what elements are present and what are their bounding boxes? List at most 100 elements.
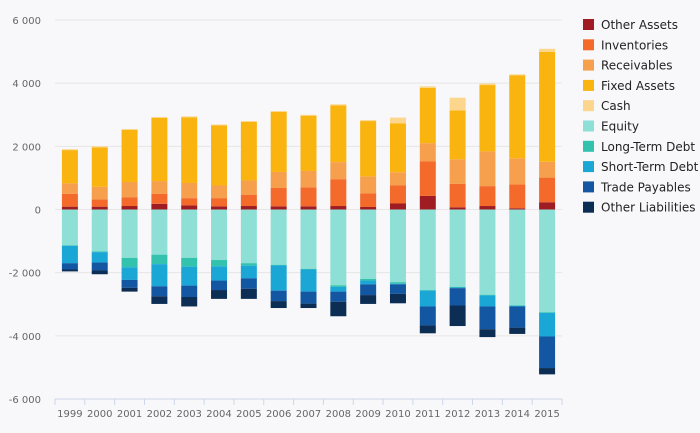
- bar-segment: [211, 124, 228, 126]
- bar-segment: [300, 206, 317, 210]
- y-tick-label: -2 000: [9, 269, 41, 280]
- bar-segment: [240, 209, 257, 264]
- x-tick-label: 2012: [445, 409, 470, 420]
- x-tick-label: 2010: [385, 409, 410, 420]
- y-tick-label: -4 000: [9, 332, 41, 343]
- x-tick-label: 2013: [475, 409, 500, 420]
- bar-segment: [419, 87, 436, 144]
- bar-segment: [360, 278, 377, 281]
- bar-segment: [211, 209, 228, 261]
- bar-segment: [360, 295, 377, 304]
- bar-segment: [270, 265, 287, 291]
- bar-segment: [419, 306, 436, 326]
- bar-segment: [479, 151, 496, 187]
- bar-segment: [300, 187, 317, 207]
- bar-segment: [449, 287, 466, 289]
- bar-segment: [61, 206, 78, 210]
- bar-segment: [389, 283, 406, 285]
- bar-segment: [449, 286, 466, 288]
- bar-segment: [270, 188, 287, 207]
- bar-segment: [151, 117, 168, 182]
- legend-swatch: [583, 79, 594, 91]
- bar-segment: [539, 209, 556, 313]
- bar-segment: [151, 264, 168, 287]
- bar-segment: [300, 291, 317, 304]
- bar-segment: [479, 206, 496, 210]
- x-tick-label: 2006: [266, 409, 291, 420]
- bar-segment: [360, 121, 377, 177]
- bar-segment: [419, 195, 436, 210]
- bar-segment: [509, 184, 526, 209]
- bar-segment: [270, 206, 287, 210]
- legend-label: Long-Term Debt: [601, 140, 695, 154]
- bar-segment: [479, 329, 496, 338]
- legend-swatch: [583, 39, 594, 51]
- bar-segment: [151, 209, 168, 255]
- x-tick-label: 2000: [87, 409, 112, 420]
- bar-segment: [479, 306, 496, 330]
- bar-segment: [539, 368, 556, 375]
- legend: Other Assets Inventories Receivables Fixed …: [583, 18, 699, 215]
- bar-segment: [121, 129, 138, 183]
- bar-segment: [61, 209, 78, 246]
- legend-label: Short-Term Debt: [601, 160, 699, 174]
- bar-segment: [389, 117, 406, 124]
- bar-segment: [539, 202, 556, 210]
- bar-segment: [61, 183, 78, 194]
- bar-segment: [419, 290, 436, 291]
- bar-segment: [91, 199, 108, 207]
- bar-segment: [330, 162, 347, 180]
- bar-segment: [121, 257, 138, 268]
- bar-segment: [61, 245, 78, 264]
- bar-segment: [449, 207, 466, 210]
- bar-segment: [330, 206, 347, 210]
- bar-segment: [270, 290, 287, 302]
- bar-segment: [330, 209, 347, 286]
- bar-segment: [181, 285, 198, 297]
- bar-segment: [300, 209, 317, 269]
- x-tick-label: 2008: [326, 409, 351, 420]
- bar-segment: [91, 209, 108, 252]
- bar-segment: [389, 185, 406, 204]
- bar-segment: [270, 301, 287, 309]
- bars: [61, 48, 556, 375]
- bar-segment: [240, 121, 257, 123]
- bar-segment: [389, 293, 406, 304]
- bar-segment: [240, 122, 257, 181]
- bar-segment: [419, 143, 436, 162]
- bar-segment: [181, 117, 198, 183]
- bar-segment: [240, 194, 257, 207]
- legend-label: Cash: [601, 99, 631, 113]
- legend-label: Trade Payables: [600, 180, 691, 194]
- bar-segment: [449, 110, 466, 160]
- bar-segment: [61, 263, 78, 270]
- legend-swatch: [583, 201, 594, 213]
- bar-segment: [181, 205, 198, 210]
- legend-swatch: [583, 59, 594, 71]
- bar-segment: [151, 181, 168, 194]
- bar-segment: [330, 104, 347, 106]
- bar-segment: [419, 290, 436, 307]
- bar-segment: [360, 120, 377, 122]
- x-tick-label: 2007: [296, 409, 321, 420]
- bar-segment: [121, 287, 138, 292]
- bar-segment: [479, 186, 496, 207]
- bar-segment: [151, 254, 168, 265]
- bar-segment: [330, 285, 347, 287]
- bar-segment: [509, 305, 526, 307]
- bar-segment: [419, 86, 436, 88]
- bar-segment: [479, 85, 496, 152]
- bar-segment: [91, 147, 108, 187]
- bar-segment: [61, 269, 78, 272]
- bar-segment: [360, 193, 377, 207]
- bar-segment: [211, 185, 228, 199]
- bar-segment: [389, 282, 406, 284]
- legend-label: Equity: [601, 120, 639, 134]
- bar-segment: [479, 83, 496, 86]
- bar-segment: [539, 312, 556, 313]
- bar-segment: [360, 209, 377, 279]
- bar-segment: [509, 209, 526, 306]
- bar-segment: [330, 301, 347, 317]
- bar-segment: [539, 336, 556, 369]
